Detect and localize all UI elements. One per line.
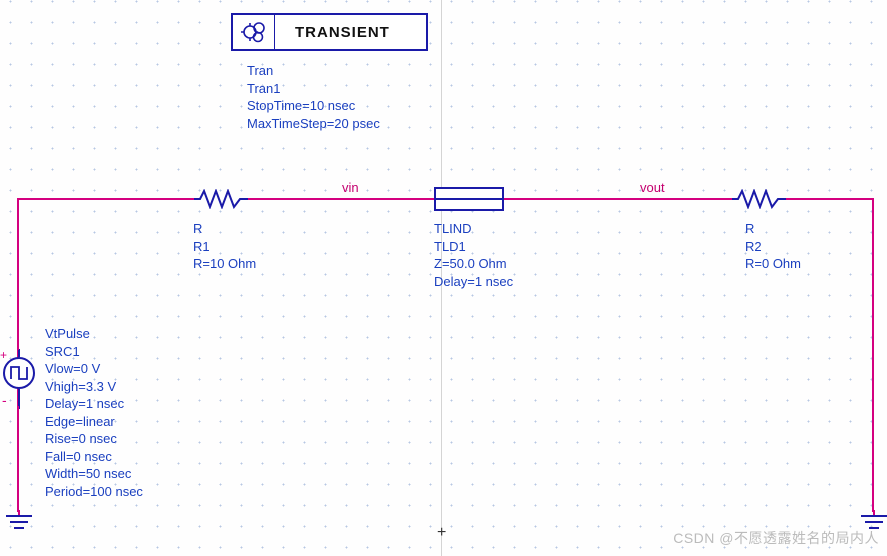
tran-inst: Tran1: [247, 80, 380, 98]
wire: [503, 198, 733, 200]
tran-param: StopTime=10 nsec: [247, 97, 380, 115]
resistor-r1[interactable]: [194, 189, 248, 209]
resistor-r2[interactable]: [732, 189, 786, 209]
src-param: Vlow=0 V: [45, 360, 143, 378]
net-label-vout[interactable]: vout: [640, 180, 665, 195]
src-name: SRC1: [45, 343, 143, 361]
src-param: Period=100 nsec: [45, 483, 143, 501]
r2-type: R: [745, 220, 801, 238]
simulation-type-label: TRANSIENT: [275, 15, 410, 49]
r1-label-block: R R1 R=10 Ohm: [193, 220, 256, 273]
tlin-param: Z=50.0 Ohm: [434, 255, 513, 273]
src-param: Width=50 nsec: [45, 465, 143, 483]
tran-type: Tran: [247, 62, 380, 80]
polarity-minus: -: [2, 392, 7, 408]
r1-name: R1: [193, 238, 256, 256]
ground-icon: [859, 510, 887, 530]
watermark: CSDN @不愿透露姓名的局内人: [673, 528, 879, 548]
src-param: Delay=1 nsec: [45, 395, 143, 413]
tlin-type: TLIND: [434, 220, 513, 238]
wire: [246, 198, 434, 200]
tlin-param: Delay=1 nsec: [434, 273, 513, 291]
origin-crosshair: +: [437, 524, 446, 542]
wire: [17, 198, 19, 350]
r1-type: R: [193, 220, 256, 238]
r2-name: R2: [745, 238, 801, 256]
src-param: Edge=linear: [45, 413, 143, 431]
r1-value: R=10 Ohm: [193, 255, 256, 273]
wire: [17, 198, 195, 200]
tline-tld1[interactable]: [434, 187, 504, 211]
simulation-controller-box[interactable]: TRANSIENT: [231, 13, 428, 51]
src-label-block: VtPulse SRC1 Vlow=0 V Vhigh=3.3 V Delay=…: [45, 325, 143, 500]
wire: [784, 198, 874, 200]
tran-param: MaxTimeStep=20 psec: [247, 115, 380, 133]
polarity-plus: +: [0, 348, 7, 362]
src-param: Rise=0 nsec: [45, 430, 143, 448]
src-param: Fall=0 nsec: [45, 448, 143, 466]
r2-label-block: R R2 R=0 Ohm: [745, 220, 801, 273]
net-label-vin[interactable]: vin: [342, 180, 359, 195]
r2-value: R=0 Ohm: [745, 255, 801, 273]
ground-icon: [4, 510, 34, 530]
tlin-name: TLD1: [434, 238, 513, 256]
src-param: Vhigh=3.3 V: [45, 378, 143, 396]
gear-icon: [233, 15, 275, 49]
wire: [17, 406, 19, 512]
wire: [872, 198, 874, 512]
tlin-label-block: TLIND TLD1 Z=50.0 Ohm Delay=1 nsec: [434, 220, 513, 290]
src-type: VtPulse: [45, 325, 143, 343]
tran-instance-block[interactable]: Tran Tran1 StopTime=10 nsec MaxTimeStep=…: [247, 62, 380, 132]
voltage-source-src1[interactable]: [2, 349, 36, 409]
